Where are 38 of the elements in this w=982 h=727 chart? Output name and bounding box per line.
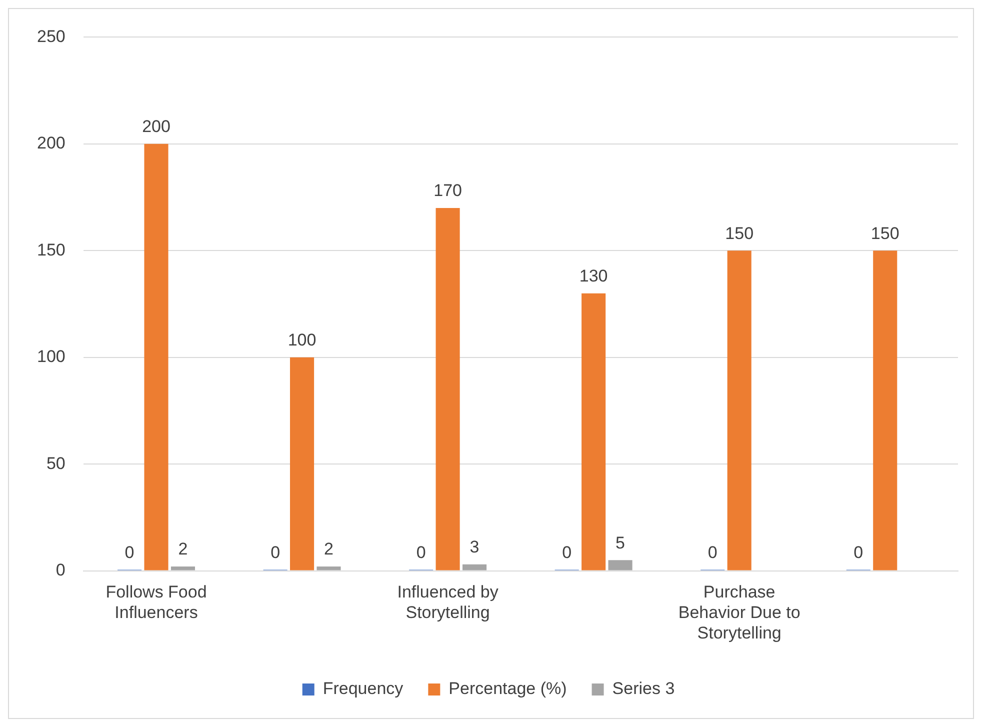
y-tick-label: 0 xyxy=(56,560,66,580)
data-label: 150 xyxy=(870,224,900,243)
bar xyxy=(436,208,460,570)
bar xyxy=(582,293,606,570)
data-label: 0 xyxy=(124,542,134,562)
data-label: 0 xyxy=(416,542,426,562)
data-label: 0 xyxy=(562,542,572,562)
bar xyxy=(873,250,898,570)
x-tick-label: Follows Food Influencers xyxy=(106,582,207,622)
data-label: 2 xyxy=(178,540,188,559)
bar xyxy=(290,357,314,570)
data-label: 0 xyxy=(270,542,280,562)
data-label: 150 xyxy=(725,224,754,243)
data-label: 2 xyxy=(324,540,334,559)
bar xyxy=(727,250,752,570)
y-tick-label: 150 xyxy=(36,240,66,260)
y-tick-label: 200 xyxy=(36,134,66,153)
data-label: 0 xyxy=(708,542,718,562)
bar xyxy=(462,564,487,570)
data-label: 3 xyxy=(470,538,480,557)
bar xyxy=(170,566,195,570)
y-tick-label: 100 xyxy=(36,347,66,366)
data-label: 5 xyxy=(616,533,626,552)
bar xyxy=(144,144,168,570)
legend-label: Percentage (%) xyxy=(448,679,567,698)
y-tick-label: 50 xyxy=(46,454,66,473)
data-label: 130 xyxy=(579,266,608,286)
x-tick-label: Influenced by Storytelling xyxy=(397,582,499,622)
bar xyxy=(608,560,632,570)
legend-label: Series 3 xyxy=(612,679,675,698)
bar xyxy=(316,566,341,570)
y-tick-label: 250 xyxy=(36,26,66,46)
legend-label: Frequency xyxy=(322,679,404,698)
data-label: 100 xyxy=(288,330,316,350)
data-label: 0 xyxy=(854,542,864,562)
x-tick-label: Purchase Behavior Due to Storytelling xyxy=(678,582,800,642)
data-label: 170 xyxy=(434,181,462,200)
data-label: 200 xyxy=(142,117,170,136)
